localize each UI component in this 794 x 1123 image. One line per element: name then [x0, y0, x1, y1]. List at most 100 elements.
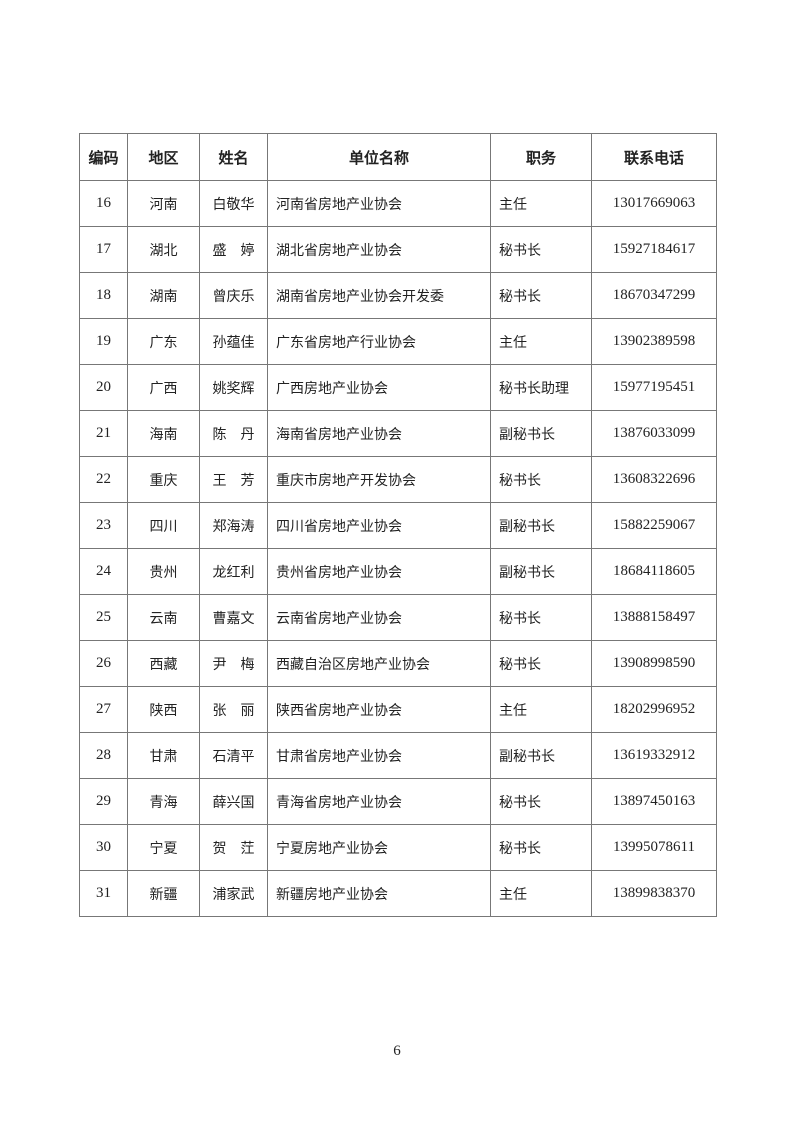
cell-phone: 13995078611 [591, 824, 717, 871]
cell-region: 甘肃 [127, 732, 200, 779]
cell-position: 秘书长 [490, 778, 592, 825]
cell-name: 白敬华 [199, 180, 268, 227]
header-organization: 单位名称 [267, 133, 491, 181]
table-row: 19 广东 孙蕴佳 广东省房地产行业协会 主任 13902389598 [79, 318, 717, 365]
cell-position: 秘书长助理 [490, 364, 592, 411]
cell-name: 盛 婷 [199, 226, 268, 273]
cell-code: 27 [79, 686, 128, 733]
cell-name: 薛兴国 [199, 778, 268, 825]
cell-organization: 四川省房地产业协会 [267, 502, 491, 549]
cell-code: 18 [79, 272, 128, 319]
cell-phone: 15977195451 [591, 364, 717, 411]
cell-name: 尹 梅 [199, 640, 268, 687]
cell-organization: 海南省房地产业协会 [267, 410, 491, 457]
cell-region: 湖北 [127, 226, 200, 273]
cell-organization: 青海省房地产业协会 [267, 778, 491, 825]
cell-name: 曹嘉文 [199, 594, 268, 641]
cell-region: 广西 [127, 364, 200, 411]
cell-code: 17 [79, 226, 128, 273]
cell-position: 主任 [490, 870, 592, 917]
cell-name: 曾庆乐 [199, 272, 268, 319]
cell-region: 河南 [127, 180, 200, 227]
table-row: 27 陕西张 丽陕西省房地产业协会 主任 18202996952 [79, 686, 717, 733]
cell-phone: 18670347299 [591, 272, 717, 319]
cell-code: 16 [79, 180, 128, 227]
cell-name: 龙红利 [199, 548, 268, 595]
cell-region: 云南 [127, 594, 200, 641]
cell-region: 西藏 [127, 640, 200, 687]
cell-phone: 13017669063 [591, 180, 717, 227]
cell-code: 24 [79, 548, 128, 595]
cell-organization: 甘肃省房地产业协会 [267, 732, 491, 779]
table-row: 29 青海 薛兴国 青海省房地产业协会 秘书长 13897450163 [79, 778, 717, 825]
header-position: 职务 [490, 133, 592, 181]
cell-organization: 陕西省房地产业协会 [267, 686, 491, 733]
cell-organization: 广东省房地产行业协会 [267, 318, 491, 365]
cell-code: 30 [79, 824, 128, 871]
cell-name: 郑海涛 [199, 502, 268, 549]
cell-region: 广东 [127, 318, 200, 365]
cell-name: 张 丽 [199, 686, 268, 733]
cell-name: 浦家武 [199, 870, 268, 917]
contact-table: 编码 地区 姓名 单位名称 职务 联系电话 16 河南 白敬华 河南省房地产业协会 主任… [79, 133, 717, 917]
cell-name: 王 芳 [199, 456, 268, 503]
cell-region: 青海 [127, 778, 200, 825]
cell-organization: 广西房地产业协会 [267, 364, 491, 411]
cell-name: 孙蕴佳 [199, 318, 268, 365]
cell-organization: 西藏自治区房地产业协会 [267, 640, 491, 687]
cell-organization: 云南省房地产业协会 [267, 594, 491, 641]
cell-phone: 18202996952 [591, 686, 717, 733]
cell-position: 秘书长 [490, 272, 592, 319]
table-row: 26 西藏尹 梅西藏自治区房地产业协会 秘书长 13908998590 [79, 640, 717, 687]
table-row: 25 云南 曹嘉文 云南省房地产业协会 秘书长 13888158497 [79, 594, 717, 641]
table-row: 17 湖北盛 婷湖北省房地产业协会 秘书长 15927184617 [79, 226, 717, 273]
table-row: 20 广西 姚奖辉 广西房地产业协会 秘书长助理 15977195451 [79, 364, 717, 411]
cell-position: 秘书长 [490, 456, 592, 503]
cell-name: 贺 茳 [199, 824, 268, 871]
cell-region: 海南 [127, 410, 200, 457]
cell-position: 副秘书长 [490, 410, 592, 457]
header-region: 地区 [127, 133, 200, 181]
cell-position: 主任 [490, 180, 592, 227]
table-row: 16 河南 白敬华 河南省房地产业协会 主任 13017669063 [79, 180, 717, 227]
table-row: 22 重庆王 芳重庆市房地产开发协会 秘书长 13608322696 [79, 456, 717, 503]
cell-region: 四川 [127, 502, 200, 549]
cell-code: 21 [79, 410, 128, 457]
cell-organization: 重庆市房地产开发协会 [267, 456, 491, 503]
cell-phone: 13608322696 [591, 456, 717, 503]
cell-code: 28 [79, 732, 128, 779]
cell-phone: 15882259067 [591, 502, 717, 549]
header-phone: 联系电话 [591, 133, 717, 181]
cell-phone: 18684118605 [591, 548, 717, 595]
cell-organization: 河南省房地产业协会 [267, 180, 491, 227]
cell-phone: 13902389598 [591, 318, 717, 365]
cell-position: 副秘书长 [490, 548, 592, 595]
cell-position: 主任 [490, 686, 592, 733]
cell-position: 主任 [490, 318, 592, 365]
cell-code: 23 [79, 502, 128, 549]
table-row: 21 海南陈 丹海南省房地产业协会 副秘书长 13876033099 [79, 410, 717, 457]
cell-code: 29 [79, 778, 128, 825]
cell-region: 陕西 [127, 686, 200, 733]
cell-name: 陈 丹 [199, 410, 268, 457]
table-row: 31 新疆 浦家武 新疆房地产业协会 主任 13899838370 [79, 870, 717, 917]
cell-organization: 湖北省房地产业协会 [267, 226, 491, 273]
cell-code: 31 [79, 870, 128, 917]
cell-code: 26 [79, 640, 128, 687]
cell-phone: 13619332912 [591, 732, 717, 779]
table-row: 23 四川 郑海涛 四川省房地产业协会 副秘书长 15882259067 [79, 502, 717, 549]
table-row: 18 湖南 曾庆乐 湖南省房地产业协会开发委 秘书长 18670347299 [79, 272, 717, 319]
cell-position: 秘书长 [490, 226, 592, 273]
cell-organization: 湖南省房地产业协会开发委 [267, 272, 491, 319]
cell-phone: 13899838370 [591, 870, 717, 917]
table-row: 30 宁夏贺 茳宁夏房地产业协会 秘书长 13995078611 [79, 824, 717, 871]
cell-code: 25 [79, 594, 128, 641]
cell-phone: 13897450163 [591, 778, 717, 825]
cell-position: 秘书长 [490, 594, 592, 641]
cell-phone: 13888158497 [591, 594, 717, 641]
table-row: 24 贵州 龙红利 贵州省房地产业协会 副秘书长 18684118605 [79, 548, 717, 595]
header-name: 姓名 [199, 133, 268, 181]
cell-code: 20 [79, 364, 128, 411]
cell-code: 22 [79, 456, 128, 503]
cell-organization: 宁夏房地产业协会 [267, 824, 491, 871]
